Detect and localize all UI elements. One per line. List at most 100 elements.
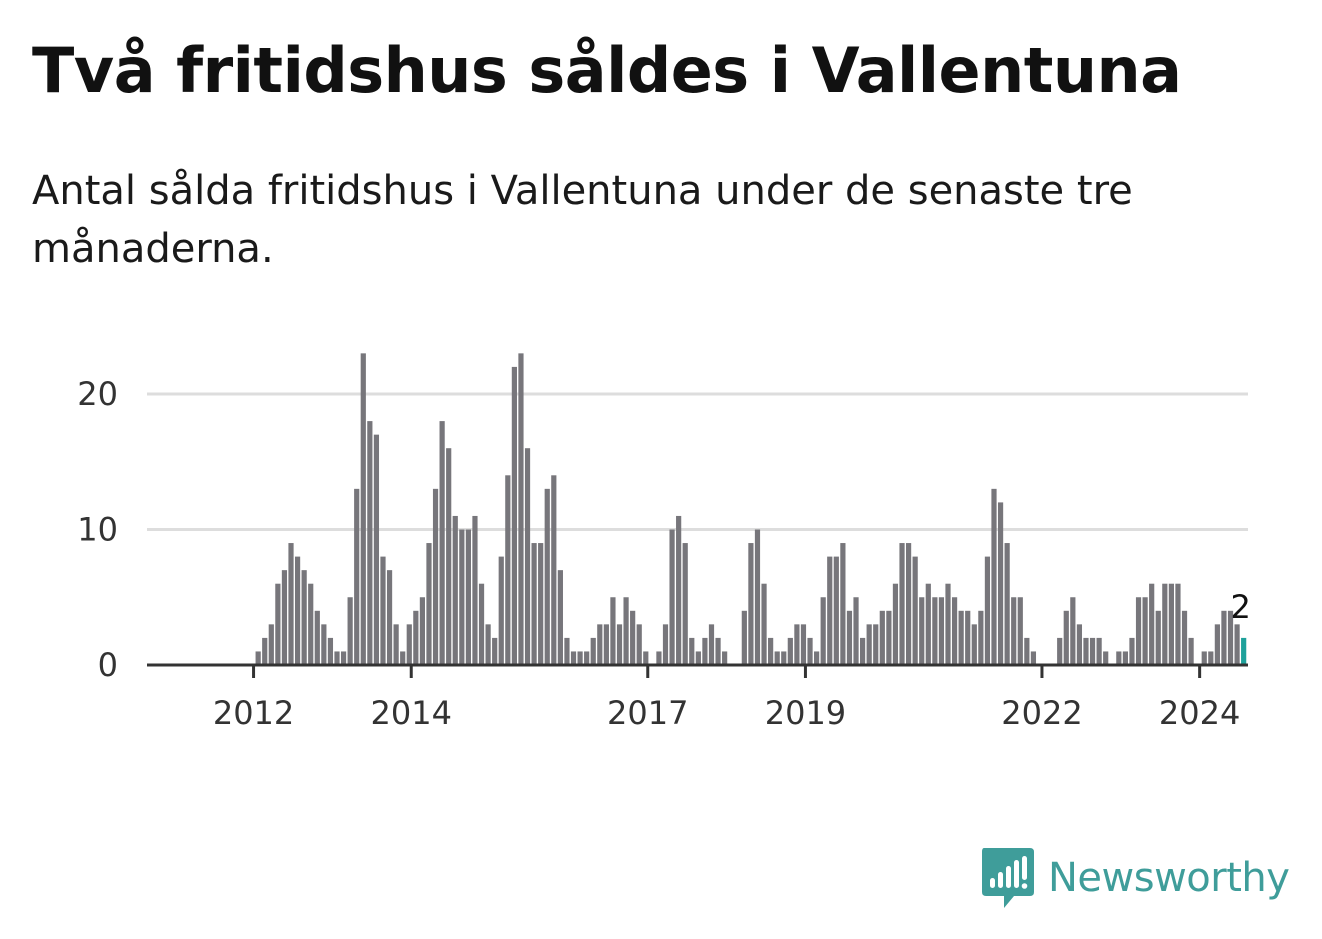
bar [866,624,872,665]
bar [958,610,964,665]
bar [386,570,393,665]
bar [912,556,918,665]
bar [1070,597,1076,665]
bar [597,624,603,665]
bar [314,610,320,665]
bar [991,488,997,665]
bar [1227,610,1234,665]
bar [498,556,504,665]
bar [308,583,314,665]
brand-name: Newsworthy [1048,855,1290,901]
x-tick-label: 2014 [371,694,452,732]
bar [577,651,583,665]
bar [656,651,662,665]
bar [1122,651,1128,665]
bar [1089,637,1096,665]
bar [643,651,649,665]
bar [951,597,958,665]
chart-title: Två fritidshus såldes i Vallentuna [32,34,1182,107]
bar [846,610,853,665]
y-tick-label: 10 [77,511,118,549]
bar [584,651,590,665]
bar [1168,583,1174,665]
bar [544,488,550,665]
bar [472,515,478,665]
bar [682,543,688,665]
bar [327,637,334,665]
bar [301,570,307,665]
bar [373,434,380,665]
bar [787,637,793,665]
bar [616,624,623,665]
bar [1076,624,1083,665]
bar [945,583,951,665]
y-tick-label: 20 [77,375,118,413]
bar [695,651,701,665]
x-tick-label: 2012 [213,694,294,732]
bar [262,637,268,665]
bar [925,583,931,665]
bar [919,597,925,665]
x-tick-label: 2024 [1159,694,1240,732]
bar [400,651,406,665]
bar [978,610,984,665]
x-tick-label: 2017 [607,694,688,732]
bar [380,556,386,665]
bar [518,353,524,665]
bar [603,624,609,665]
bar [564,637,570,665]
bar [610,597,616,665]
bar [689,637,695,665]
bar [741,610,747,665]
bar [853,597,859,665]
bar [899,543,905,665]
bar [794,624,800,665]
bar [840,543,846,665]
bar [715,637,721,665]
bar [1057,637,1063,665]
bar [294,556,301,665]
bar [360,353,366,665]
bar [275,583,281,665]
bar [636,624,642,665]
bar [676,515,682,665]
bar [702,637,708,665]
x-tick-label: 2022 [1001,694,1082,732]
bar [1162,583,1168,665]
bar [340,651,347,665]
bar [1083,637,1089,665]
bar [1024,637,1030,665]
bar [531,543,537,665]
bar [768,637,774,665]
bar [347,597,353,665]
bar [426,543,432,665]
bar [708,624,715,665]
bar [492,637,498,665]
bar [268,624,274,665]
bar [1234,624,1240,665]
bar [1017,597,1023,665]
newsworthy-logo: Newsworthy [980,846,1290,910]
bar [446,448,452,665]
bar [393,624,399,665]
bar [334,651,340,665]
bar [354,488,360,665]
bar [669,529,675,665]
bar [873,624,879,665]
gridlines [147,392,1248,531]
bar [814,651,820,665]
bar [1096,637,1102,665]
bar [1188,637,1194,665]
bar [524,448,531,665]
bar [879,610,885,665]
bar [662,624,669,665]
bar [905,543,912,665]
bar [485,624,491,665]
bar [1142,597,1148,665]
bar [1103,651,1109,665]
bar [459,529,465,665]
bar [722,651,728,665]
bar [413,610,419,665]
bar [1135,597,1142,665]
